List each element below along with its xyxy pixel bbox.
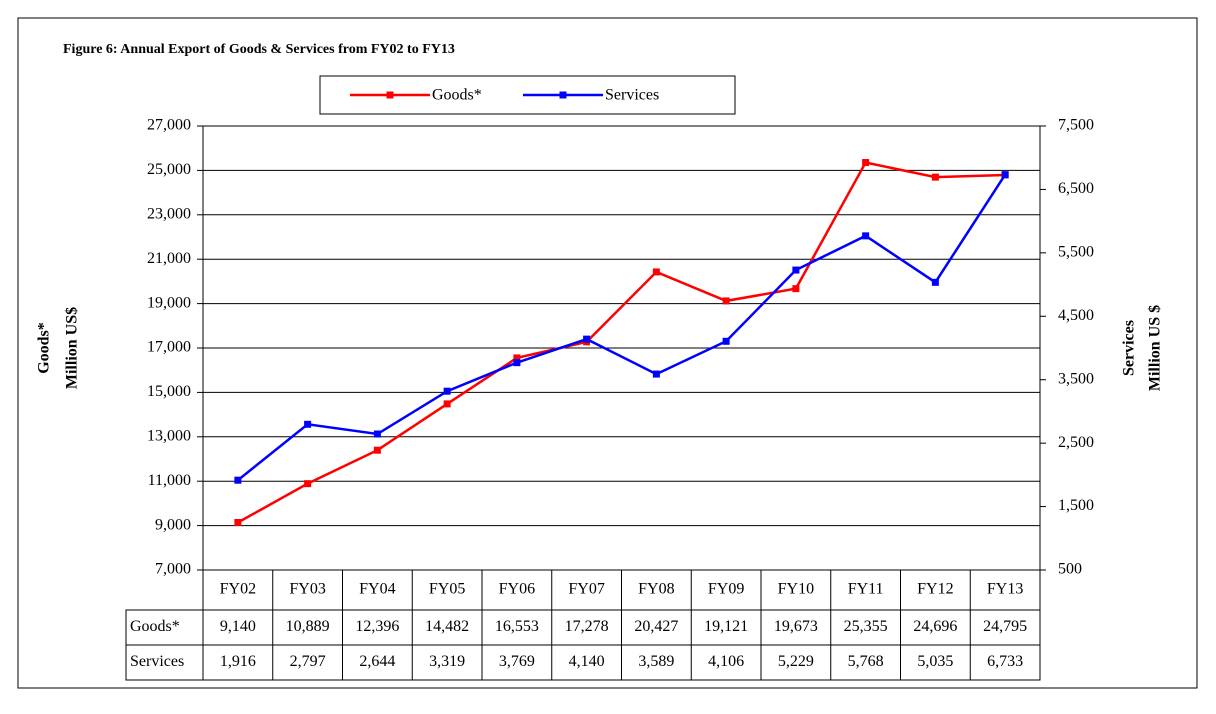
x-tick-label: FY08 <box>638 581 674 598</box>
y-tick-label: 13,000 <box>147 427 191 444</box>
marker <box>234 476 242 484</box>
table-cell: 12,396 <box>355 618 399 635</box>
y2-tick-label: 1,500 <box>1058 497 1094 514</box>
table-cell: 24,795 <box>983 618 1027 635</box>
table-cell: 4,140 <box>569 653 605 670</box>
marker <box>722 337 730 345</box>
legend-marker <box>559 91 567 99</box>
table-cell: 2,797 <box>290 653 326 670</box>
legend-label: Goods* <box>432 87 482 104</box>
y-tick-label: 17,000 <box>147 339 191 356</box>
y-tick-label: 27,000 <box>147 117 191 134</box>
table-cell: 4,106 <box>708 653 744 670</box>
table-cell: 16,553 <box>495 618 539 635</box>
y2-tick-label: 5,500 <box>1058 244 1094 261</box>
table-cell: 3,319 <box>429 653 465 670</box>
y2-tick-label: 6,500 <box>1058 180 1094 197</box>
y-label-line: Million US$ <box>64 307 81 389</box>
y2-label-line: Million US $ <box>1147 305 1164 391</box>
y-tick-label: 21,000 <box>147 250 191 267</box>
table-cell: 14,482 <box>425 618 469 635</box>
marker <box>1001 171 1009 179</box>
marker <box>513 354 521 362</box>
y2-tick-label: 4,500 <box>1058 307 1094 324</box>
x-tick-label: FY03 <box>289 581 325 598</box>
y2-tick-label: 500 <box>1058 561 1082 578</box>
x-tick-label: FY07 <box>568 581 604 598</box>
marker <box>304 480 312 488</box>
x-tick-label: FY09 <box>708 581 744 598</box>
y-tick-label: 9,000 <box>155 516 191 533</box>
marker <box>373 446 381 454</box>
marker <box>304 420 312 428</box>
y2-label-line: Services <box>1121 320 1138 376</box>
x-tick-label: FY12 <box>917 581 953 598</box>
series-line <box>237 161 1006 524</box>
table-cell: 19,673 <box>774 618 818 635</box>
table-row-header: Goods* <box>130 618 180 635</box>
y2-tick-label: 3,500 <box>1058 370 1094 387</box>
y2-tick-label: 2,500 <box>1058 434 1094 451</box>
marker <box>862 159 870 167</box>
marker <box>234 518 242 526</box>
series-line <box>237 173 1007 482</box>
table-cell: 10,889 <box>286 618 330 635</box>
legend-marker <box>386 91 394 99</box>
y-tick-label: 7,000 <box>155 561 191 578</box>
y-tick-label: 19,000 <box>147 294 191 311</box>
y-tick-label: 11,000 <box>148 472 191 489</box>
x-tick-label: FY11 <box>848 581 884 598</box>
frame <box>17 17 1198 689</box>
table-cell: 19,121 <box>704 618 748 635</box>
table-cell: 20,427 <box>634 618 678 635</box>
table-cell: 24,696 <box>913 618 957 635</box>
marker <box>443 400 451 408</box>
table-row-header: Services <box>130 653 184 670</box>
marker <box>583 335 591 343</box>
y2-tick-label: 7,500 <box>1058 117 1094 134</box>
marker <box>931 173 939 181</box>
table-cell: 3,589 <box>638 653 674 670</box>
x-tick-label: FY06 <box>499 581 535 598</box>
marker <box>652 370 660 378</box>
marker <box>652 268 660 276</box>
marker <box>931 278 939 286</box>
table-cell: 5,035 <box>917 653 953 670</box>
table-cell: 6,733 <box>987 653 1023 670</box>
table-cell: 3,769 <box>499 653 535 670</box>
marker <box>862 232 870 240</box>
table-cell: 5,768 <box>848 653 884 670</box>
marker <box>443 387 451 395</box>
table-cell: 25,355 <box>844 618 888 635</box>
table-cell: 9,140 <box>220 618 256 635</box>
legend-label: Services <box>605 87 659 104</box>
marker <box>373 430 381 438</box>
y-label-line: Goods* <box>36 322 53 374</box>
y-tick-label: 25,000 <box>147 161 191 178</box>
x-tick-label: FY10 <box>778 581 814 598</box>
x-tick-label: FY13 <box>987 581 1023 598</box>
x-tick-label: FY04 <box>359 581 395 598</box>
marker <box>792 266 800 274</box>
y-tick-label: 23,000 <box>147 205 191 222</box>
marker <box>513 359 521 367</box>
table-cell: 2,644 <box>359 653 395 670</box>
table-cell: 1,916 <box>220 653 256 670</box>
y-label: Goods* Million US$ <box>36 307 81 389</box>
chart-title: Figure 6: Annual Export of Goods & Servi… <box>63 42 455 57</box>
table-cell: 5,229 <box>778 653 814 670</box>
x-tick-label: FY02 <box>220 581 256 598</box>
y2-label: Services Million US $ <box>1121 305 1164 391</box>
marker <box>722 297 730 305</box>
y-tick-label: 15,000 <box>147 383 191 400</box>
table-cell: 17,278 <box>565 618 609 635</box>
x-tick-label: FY05 <box>429 581 465 598</box>
marker <box>792 285 800 293</box>
